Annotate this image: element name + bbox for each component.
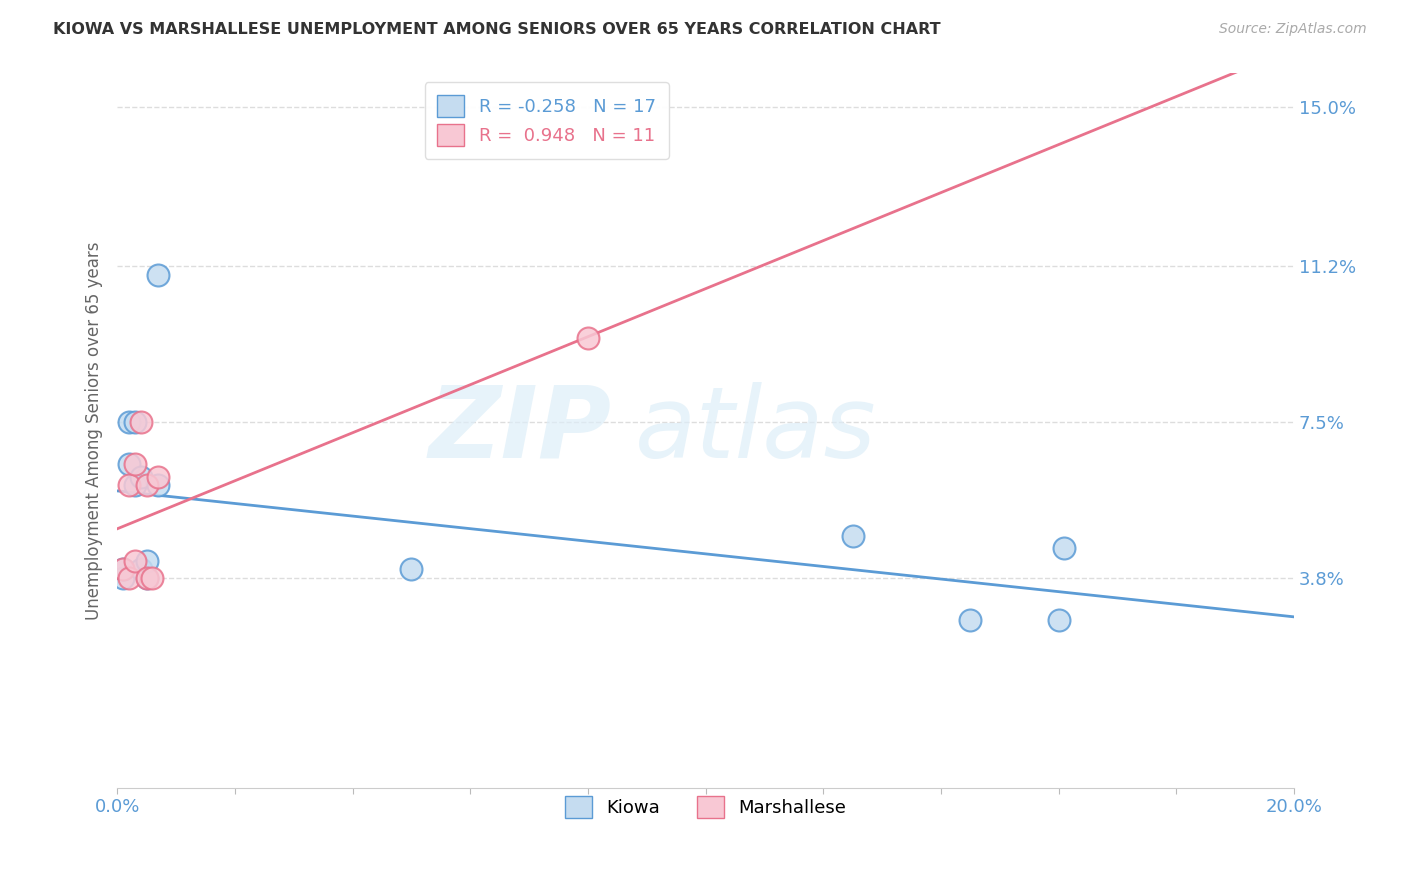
Point — [129, 469, 152, 483]
Text: ZIP: ZIP — [429, 382, 612, 479]
Point — [112, 571, 135, 585]
Point — [959, 613, 981, 627]
Point — [135, 554, 157, 568]
Text: atlas: atlas — [636, 382, 876, 479]
Point — [124, 554, 146, 568]
Point — [112, 562, 135, 576]
Point — [148, 478, 170, 492]
Point — [1047, 613, 1070, 627]
Point — [118, 571, 141, 585]
Point — [124, 457, 146, 471]
Point — [118, 478, 141, 492]
Point — [118, 457, 141, 471]
Point — [576, 331, 599, 345]
Y-axis label: Unemployment Among Seniors over 65 years: Unemployment Among Seniors over 65 years — [86, 241, 103, 620]
Legend: Kiowa, Marshallese: Kiowa, Marshallese — [558, 789, 853, 825]
Text: Source: ZipAtlas.com: Source: ZipAtlas.com — [1219, 22, 1367, 37]
Point — [135, 571, 157, 585]
Point — [129, 562, 152, 576]
Point — [841, 528, 863, 542]
Point — [124, 415, 146, 429]
Point — [112, 562, 135, 576]
Point — [141, 571, 163, 585]
Point — [118, 415, 141, 429]
Point — [1053, 541, 1076, 556]
Point — [148, 469, 170, 483]
Point — [135, 571, 157, 585]
Text: KIOWA VS MARSHALLESE UNEMPLOYMENT AMONG SENIORS OVER 65 YEARS CORRELATION CHART: KIOWA VS MARSHALLESE UNEMPLOYMENT AMONG … — [53, 22, 941, 37]
Point — [148, 268, 170, 282]
Point — [401, 562, 423, 576]
Point — [135, 478, 157, 492]
Point — [129, 415, 152, 429]
Point — [124, 478, 146, 492]
